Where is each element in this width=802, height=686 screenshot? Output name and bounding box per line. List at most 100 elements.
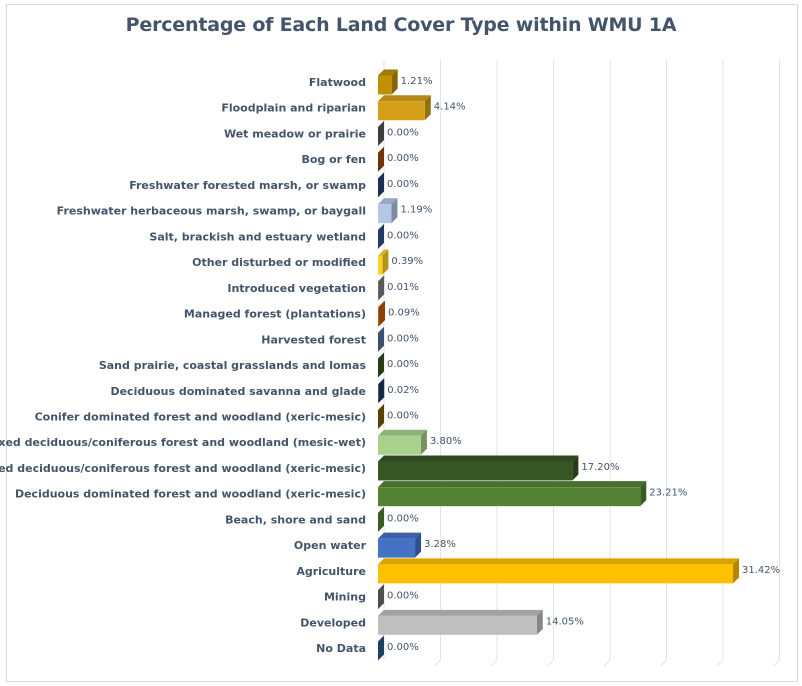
bar-side — [378, 146, 384, 172]
bar-side — [640, 481, 647, 507]
bar — [378, 75, 392, 95]
category-label: Developed — [300, 616, 366, 629]
category-label: Open water — [294, 539, 367, 552]
data-label: 0.39% — [391, 256, 423, 267]
bar — [378, 204, 392, 224]
data-label: 0.00% — [387, 127, 419, 138]
bar-side — [391, 69, 398, 95]
bar-top — [378, 481, 647, 488]
bar-side — [391, 198, 398, 224]
gridline-floor — [716, 659, 724, 667]
gridline-floor — [660, 659, 667, 667]
data-label: 3.28% — [424, 539, 456, 550]
bar — [378, 255, 383, 275]
bar-side — [378, 352, 384, 378]
bar-top — [378, 301, 386, 308]
bar-top — [378, 532, 422, 539]
data-label: 0.00% — [387, 230, 419, 241]
category-label: Flatwood — [309, 76, 366, 89]
bar-top — [378, 378, 385, 385]
category-label: Freshwater forested marsh, or swamp — [129, 179, 366, 192]
bar-side — [378, 326, 384, 352]
gridline-floor — [547, 659, 554, 667]
bar — [378, 307, 380, 327]
bar — [378, 487, 641, 507]
data-label: 23.21% — [649, 488, 687, 499]
bar-top — [378, 249, 389, 256]
bar — [378, 435, 421, 455]
category-label: Mixed deciduous/coniferous forest and wo… — [0, 462, 366, 475]
bar — [378, 461, 573, 481]
bar-side — [378, 506, 384, 532]
data-label: 14.05% — [546, 616, 584, 627]
bar-top — [378, 429, 427, 436]
category-label: Mining — [324, 591, 366, 604]
category-label: Bog or fen — [301, 153, 366, 166]
category-label: No Data — [316, 642, 366, 655]
chart-title: Percentage of Each Land Cover Type withi… — [125, 14, 677, 36]
data-label: 3.80% — [430, 436, 462, 447]
data-label: 0.00% — [387, 153, 419, 164]
data-label: 31.42% — [742, 565, 780, 576]
bar-side — [378, 635, 384, 661]
category-label: Beach, shore and sand — [225, 513, 366, 526]
category-label: Salt, brackish and estuary wetland — [149, 230, 366, 243]
bar-side — [378, 378, 385, 404]
bar-side — [572, 455, 579, 481]
category-label: Freshwater herbaceous marsh, swamp, or b… — [57, 205, 366, 218]
category-label: Wet meadow or prairie — [224, 127, 366, 140]
data-label: 17.20% — [581, 462, 619, 473]
gridline-floor — [773, 659, 780, 667]
bar-side — [378, 584, 384, 610]
data-label: 0.00% — [387, 410, 419, 421]
data-label: 0.00% — [387, 179, 419, 190]
bar-top — [378, 558, 740, 565]
data-label: 0.02% — [387, 385, 419, 396]
bar — [378, 538, 416, 558]
bar-side — [378, 275, 385, 301]
data-label: 1.21% — [401, 76, 433, 87]
data-label: 0.00% — [387, 359, 419, 370]
bar — [378, 101, 425, 121]
bar-top — [378, 609, 543, 616]
bar-side — [424, 95, 431, 121]
bar — [378, 564, 734, 584]
bar-side — [378, 223, 384, 249]
category-label: Agriculture — [296, 565, 366, 578]
data-label: 4.14% — [434, 102, 466, 113]
bar-top — [378, 69, 398, 76]
bar-side — [536, 609, 543, 635]
gridline-floor — [490, 659, 498, 667]
bar-top — [378, 95, 431, 102]
category-label: Harvested forest — [261, 333, 366, 346]
data-label: 0.00% — [387, 642, 419, 653]
category-label: Deciduous dominated forest and woodland … — [15, 488, 366, 501]
bar — [378, 615, 537, 635]
bar-side — [379, 301, 386, 327]
category-label: Floodplain and riparian — [221, 102, 366, 115]
data-label: 0.00% — [387, 513, 419, 524]
bar-top — [378, 455, 579, 462]
bar-side — [415, 532, 422, 558]
data-label: 0.00% — [387, 591, 419, 602]
bar-side — [378, 403, 384, 429]
bar-top — [378, 198, 398, 205]
bar-side — [378, 120, 384, 146]
data-label: 1.19% — [400, 205, 432, 216]
category-label: Other disturbed or modified — [192, 256, 366, 269]
data-label: 0.01% — [387, 282, 419, 293]
category-label: Conifer dominated forest and woodland (x… — [35, 410, 366, 423]
category-label: Introduced vegetation — [227, 282, 366, 295]
category-label: Deciduous dominated savanna and glade — [110, 385, 366, 398]
category-label: Sand prairie, coastal grasslands and lom… — [99, 359, 367, 372]
category-label: Mixed deciduous/coniferous forest and wo… — [0, 436, 366, 449]
gridline-floor — [603, 659, 611, 667]
gridline-floor — [434, 659, 441, 667]
category-label: Managed forest (plantations) — [184, 308, 366, 321]
bar-side — [733, 558, 740, 584]
data-label: 0.09% — [388, 308, 420, 319]
data-label: 0.00% — [387, 333, 419, 344]
bar-top — [378, 275, 385, 282]
bar-side — [382, 249, 389, 275]
